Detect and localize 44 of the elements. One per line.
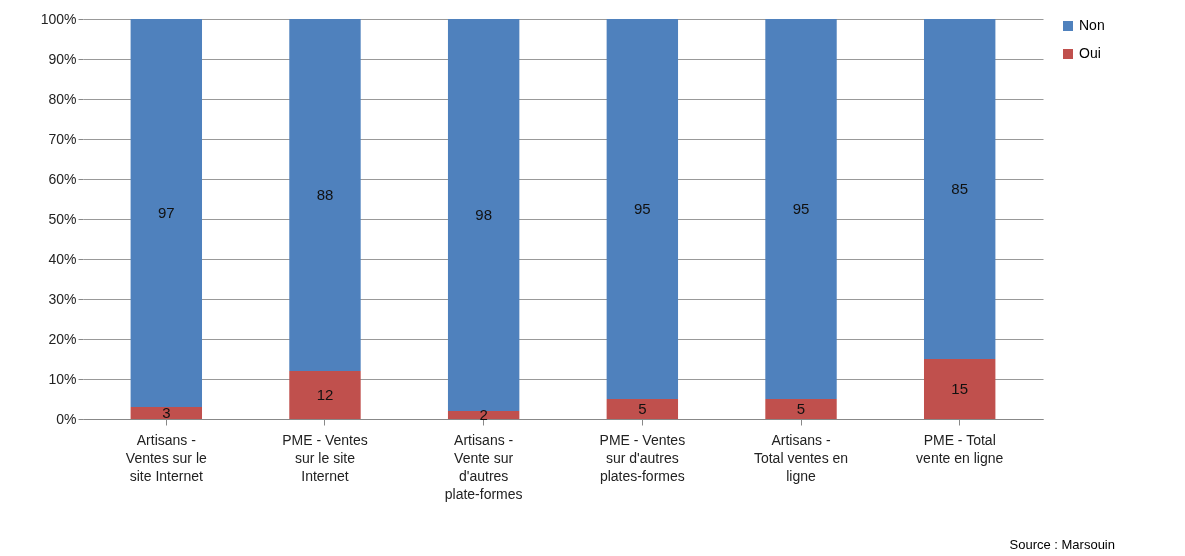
y-tick-label: 0% (56, 410, 77, 427)
y-tick-label: 90% (48, 50, 77, 67)
x-tick-label: Artisans - Ventes sur le site Internet (125, 431, 207, 484)
bar (923, 359, 996, 419)
bar (606, 399, 679, 419)
y-tick-label: 50% (48, 210, 77, 227)
bar (765, 19, 837, 399)
bar (289, 19, 361, 371)
x-tick-label: Artisans - Vente sur d'autres plate-formes (444, 431, 523, 502)
bar (130, 407, 203, 419)
bar (765, 399, 837, 419)
y-tick-label: 20% (48, 330, 77, 347)
bar (923, 19, 996, 359)
data-label: 2 (479, 406, 488, 423)
y-tick-label: 60% (48, 170, 77, 187)
x-tick-label: Artisans - Total ventes en ligne (753, 431, 849, 484)
x-tick-label: PME - Ventes sur d'autres plates-formes (599, 431, 686, 484)
x-tick-label: PME - Ventes sur le site Internet (282, 431, 368, 484)
source-note: Source : Marsouin (1009, 537, 1115, 552)
bar (289, 371, 361, 419)
data-label: 12 (316, 386, 334, 403)
data-label: 15 (951, 380, 969, 397)
bar (447, 19, 520, 411)
data-label: 5 (796, 400, 806, 417)
data-label: 95 (634, 200, 651, 217)
data-label: 5 (638, 400, 647, 417)
x-tick-label: PME - Total vente en ligne (916, 431, 1004, 466)
y-tick-label: 10% (48, 370, 77, 387)
bar (606, 19, 679, 399)
y-tick-label: 30% (48, 290, 77, 307)
data-label: 95 (792, 200, 810, 217)
y-tick-label: 40% (48, 250, 77, 267)
data-label: 98 (475, 206, 492, 223)
y-tick-label: 80% (48, 90, 77, 107)
data-label: 88 (316, 186, 334, 203)
legend-label: Non (1079, 17, 1105, 33)
data-label: 3 (162, 404, 171, 421)
y-tick-label: 100% (40, 10, 77, 27)
data-label: 97 (157, 204, 175, 221)
data-label: 85 (951, 180, 969, 197)
legend-label: Oui (1079, 45, 1101, 61)
bar (130, 19, 203, 407)
bar (447, 411, 520, 419)
y-tick-label: 70% (48, 130, 77, 147)
